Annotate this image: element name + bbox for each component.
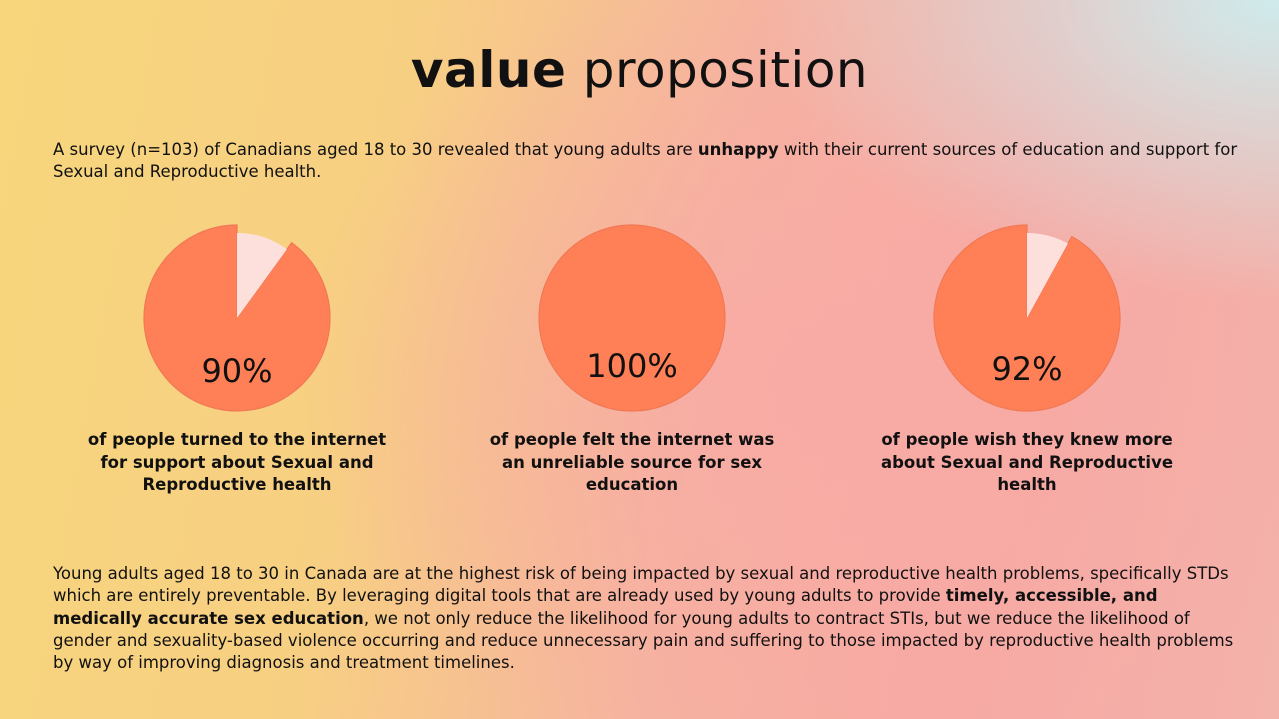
pie-3-label: 92% xyxy=(991,350,1063,388)
title-light: proposition xyxy=(582,41,869,99)
pie-svg-1 xyxy=(143,224,331,412)
pie-1-caption: of people turned to the internet for sup… xyxy=(87,430,387,494)
body-text: Young adults aged 18 to 30 in Canada are… xyxy=(53,563,1243,674)
body-after: , we not only reduce the likelihood for … xyxy=(53,608,1234,673)
pie-svg-2 xyxy=(538,224,726,412)
intro-emphasis: unhappy xyxy=(697,140,779,159)
pie-1-remainder-slice xyxy=(237,233,287,318)
pie-chart-2: 100% xyxy=(532,218,732,418)
pie-3-caption: of people wish they knew more about Sexu… xyxy=(880,430,1174,494)
pie-chart-1: 90% xyxy=(137,218,337,418)
pie-3-remainder-slice xyxy=(1027,233,1068,318)
pie-2-main-slice xyxy=(538,224,726,412)
pie-1-label: 90% xyxy=(201,352,273,390)
pie-2-caption: of people felt the internet was an unrel… xyxy=(489,430,775,494)
pie-2-label: 100% xyxy=(586,347,678,385)
intro-before: A survey (n=103) of Canadians aged 18 to… xyxy=(53,140,698,159)
pie-3-main-slice xyxy=(933,224,1121,412)
pie-chart-3: 92% xyxy=(927,218,1127,418)
body-emphasis: timely, accessible, and medically accura… xyxy=(53,586,1158,628)
page-title: value proposition xyxy=(0,38,1279,102)
title-bold: value xyxy=(410,41,567,99)
pie-svg-3 xyxy=(933,224,1121,412)
intro-text: A survey (n=103) of Canadians aged 18 to… xyxy=(53,139,1238,183)
body-before: Young adults aged 18 to 30 in Canada are… xyxy=(53,564,1229,606)
pie-1-main-slice xyxy=(143,224,331,412)
intro-after: with their current sources of education … xyxy=(53,140,1238,181)
